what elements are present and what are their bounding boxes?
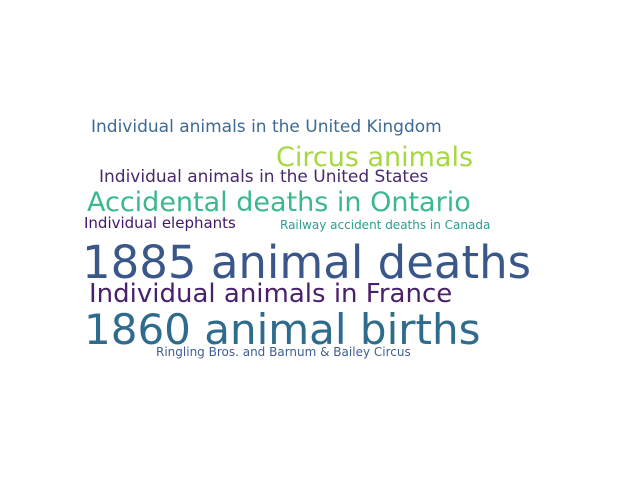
word-railway-accident-deaths-canada: Railway accident deaths in Canada xyxy=(280,218,491,232)
word-1860-animal-births: 1860 animal births xyxy=(84,305,481,354)
word-individual-animals-us: Individual animals in the United States xyxy=(99,167,429,187)
word-individual-elephants: Individual elephants xyxy=(84,214,236,232)
word-accidental-deaths-ontario: Accidental deaths in Ontario xyxy=(87,187,471,218)
word-individual-animals-france: Individual animals in France xyxy=(89,279,453,309)
word-ringling-bros-circus: Ringling Bros. and Barnum & Bailey Circu… xyxy=(156,345,411,359)
word-individual-animals-uk: Individual animals in the United Kingdom xyxy=(91,117,442,137)
word-circus-animals: Circus animals xyxy=(276,142,474,173)
word-1885-animal-deaths: 1885 animal deaths xyxy=(82,236,532,289)
